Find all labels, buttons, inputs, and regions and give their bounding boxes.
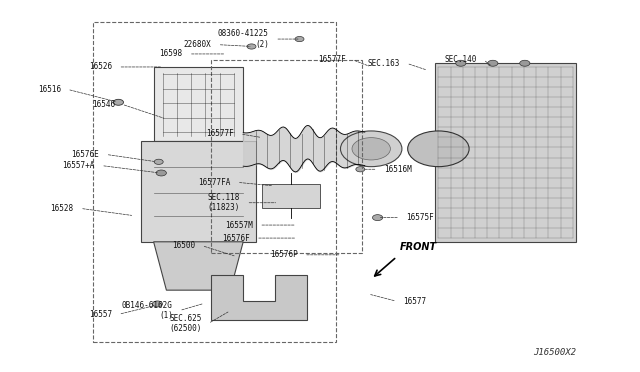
Text: 16576E: 16576E: [72, 150, 99, 159]
Text: 16516M: 16516M: [384, 165, 412, 174]
Bar: [211, 60, 362, 253]
Polygon shape: [154, 242, 243, 290]
Circle shape: [520, 60, 530, 66]
Text: 16557M: 16557M: [225, 221, 253, 230]
Circle shape: [356, 167, 365, 172]
Text: 16577F: 16577F: [206, 129, 234, 138]
Circle shape: [372, 215, 383, 221]
Text: 16598: 16598: [159, 49, 182, 58]
Text: 16500: 16500: [172, 241, 195, 250]
Circle shape: [340, 131, 402, 167]
Text: 16575F: 16575F: [406, 213, 434, 222]
Circle shape: [488, 60, 498, 66]
Text: 16528: 16528: [51, 204, 74, 213]
Text: 16516: 16516: [38, 85, 61, 94]
Text: 16576P: 16576P: [270, 250, 298, 259]
Text: 16576F: 16576F: [222, 234, 250, 243]
Polygon shape: [141, 141, 256, 242]
Text: SEC.140: SEC.140: [444, 55, 477, 64]
Text: SEC.163: SEC.163: [367, 59, 400, 68]
Text: 16577FA: 16577FA: [198, 178, 230, 187]
Circle shape: [154, 159, 163, 164]
Text: 22680X: 22680X: [184, 40, 211, 49]
Text: 08360-41225
(2): 08360-41225 (2): [218, 29, 269, 49]
Circle shape: [156, 170, 166, 176]
Bar: [435, 63, 576, 242]
Circle shape: [456, 60, 466, 66]
Circle shape: [352, 138, 390, 160]
Text: 16557: 16557: [89, 310, 112, 319]
Text: 16577F: 16577F: [318, 55, 346, 64]
Bar: [262, 184, 320, 208]
Text: J16500X2: J16500X2: [533, 348, 576, 357]
Polygon shape: [211, 275, 307, 320]
Circle shape: [152, 301, 163, 307]
Text: 16557+A: 16557+A: [62, 161, 95, 170]
Circle shape: [247, 44, 256, 49]
Circle shape: [295, 36, 304, 42]
Circle shape: [408, 131, 469, 167]
Text: 0B146-6162G
(1): 0B146-6162G (1): [122, 301, 173, 320]
Bar: [93, 22, 336, 342]
Polygon shape: [154, 67, 243, 141]
Text: SEC.625
(62500): SEC.625 (62500): [169, 314, 202, 333]
Text: FRONT: FRONT: [400, 242, 437, 252]
Circle shape: [113, 99, 124, 105]
Text: SEC.118
(11823): SEC.118 (11823): [207, 193, 240, 212]
Text: 16546: 16546: [92, 100, 115, 109]
Text: 16526: 16526: [89, 62, 112, 71]
Text: 16577: 16577: [403, 297, 426, 306]
